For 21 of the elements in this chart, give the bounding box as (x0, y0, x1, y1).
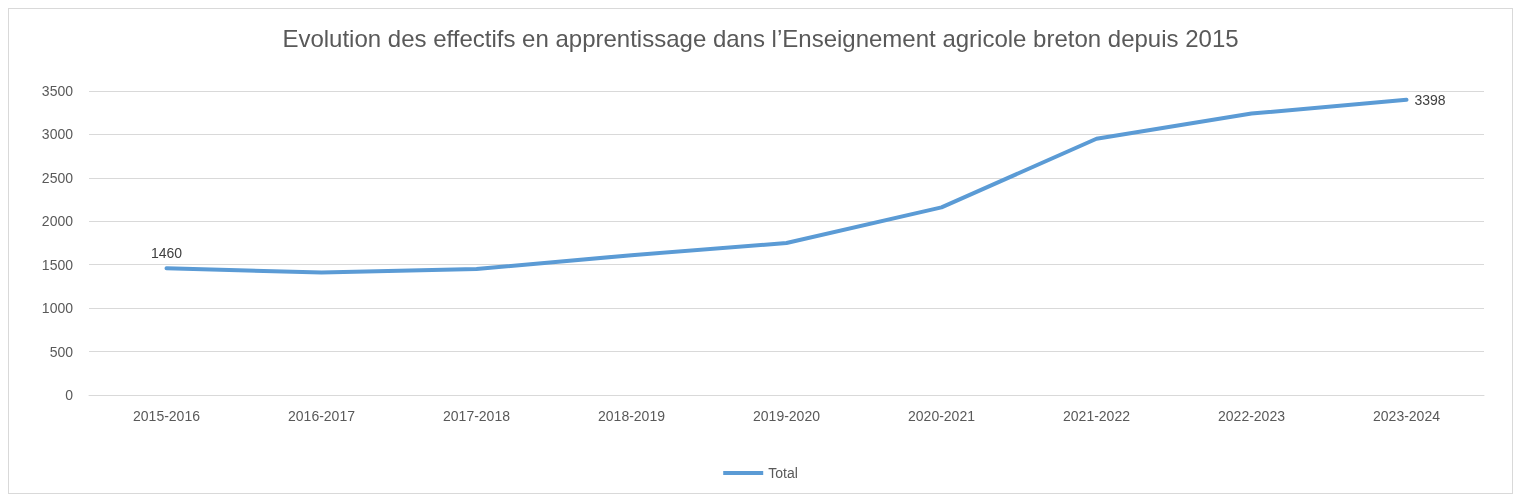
x-tick-label: 2022-2023 (1218, 408, 1286, 424)
legend-label: Total (768, 465, 798, 481)
y-tick-label: 0 (65, 387, 74, 403)
data-label: 1460 (150, 245, 183, 262)
y-tick-label: 3000 (41, 126, 74, 143)
y-tick-label: 3500 (41, 83, 74, 99)
x-tick-label: 2023-2024 (1373, 408, 1441, 424)
x-tick-label: 2018-2019 (598, 408, 666, 424)
x-tick-label: 2020-2021 (908, 408, 976, 424)
y-tick-label: 2500 (41, 169, 74, 186)
data-label: 3398 (1414, 91, 1446, 108)
x-tick-label: 2019-2020 (753, 408, 821, 424)
x-tick-label: 2015-2016 (133, 408, 201, 424)
chart-title: Evolution des effectifs en apprentissage dans l’Enseignement agricole breton depuis 2015 (282, 24, 1239, 52)
y-tick-label: 1500 (41, 256, 74, 273)
x-tick-label: 2016-2017 (288, 408, 356, 424)
y-tick-label: 1000 (41, 300, 74, 317)
x-tick-label: 2017-2018 (443, 408, 511, 424)
y-tick-label: 2000 (41, 213, 74, 230)
x-tick-label: 2021-2022 (1063, 408, 1131, 424)
y-tick-label: 500 (49, 343, 74, 360)
